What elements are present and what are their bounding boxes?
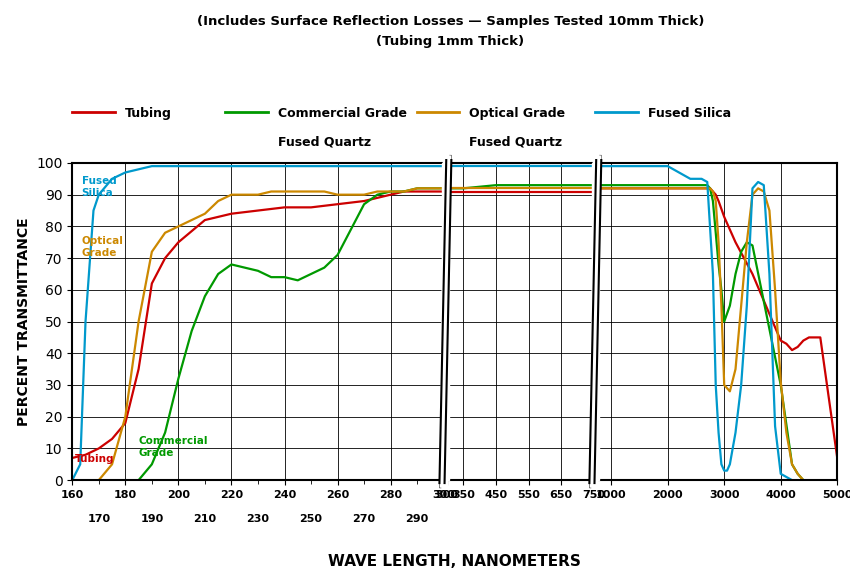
Text: Commercial
Grade: Commercial Grade <box>139 436 208 458</box>
Text: (Includes Surface Reflection Losses — Samples Tested 10mm Thick): (Includes Surface Reflection Losses — Sa… <box>197 15 704 27</box>
Text: Optical
Grade: Optical Grade <box>82 236 123 258</box>
Text: 210: 210 <box>193 514 217 524</box>
Text: Fused Quartz: Fused Quartz <box>469 135 563 148</box>
Text: 190: 190 <box>140 514 163 524</box>
Text: Fused Quartz: Fused Quartz <box>278 135 371 148</box>
Text: Fused
Silica: Fused Silica <box>82 176 116 198</box>
Text: 250: 250 <box>299 514 322 524</box>
Text: 230: 230 <box>246 514 269 524</box>
Text: Tubing: Tubing <box>75 455 115 464</box>
Text: (Tubing 1mm Thick): (Tubing 1mm Thick) <box>377 35 524 48</box>
Text: Tubing: Tubing <box>125 107 172 120</box>
Y-axis label: PERCENT TRANSMITTANCE: PERCENT TRANSMITTANCE <box>17 217 31 426</box>
Text: 270: 270 <box>353 514 376 524</box>
Text: Fused Silica: Fused Silica <box>648 107 731 120</box>
Text: Optical Grade: Optical Grade <box>469 107 565 120</box>
Text: Commercial Grade: Commercial Grade <box>278 107 407 120</box>
Text: 170: 170 <box>88 514 110 524</box>
Text: 290: 290 <box>405 514 428 524</box>
Text: WAVE LENGTH, NANOMETERS: WAVE LENGTH, NANOMETERS <box>328 554 581 569</box>
